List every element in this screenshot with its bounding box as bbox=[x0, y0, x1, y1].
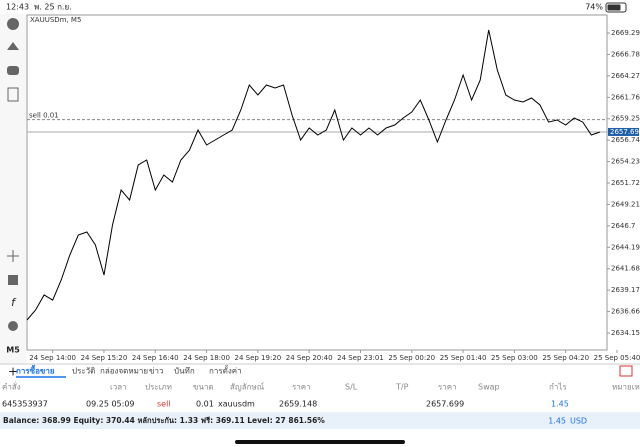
price-tag-label: 2657.699 bbox=[610, 128, 640, 136]
balance-icon[interactable] bbox=[619, 365, 633, 377]
tab[interactable]: การตั้งค่า bbox=[209, 365, 242, 376]
chart-frame bbox=[26, 14, 608, 351]
column-header: เวลา bbox=[110, 383, 127, 392]
x-tick-label: 25 Sep 05:40 bbox=[594, 354, 640, 362]
tab[interactable]: บันทึก bbox=[174, 367, 195, 376]
column-header: คำสั่ง bbox=[2, 381, 21, 392]
x-tick-label: 24 Sep 20:40 bbox=[286, 354, 333, 362]
add-chart-icon[interactable] bbox=[7, 87, 19, 102]
column-header: กำไร bbox=[549, 383, 567, 392]
table-cell: 2657.699 bbox=[426, 400, 464, 409]
column-header: สัญลักษณ์ bbox=[230, 382, 265, 392]
total-profit: 1.45 bbox=[548, 417, 566, 426]
y-tick-label: 2639.17 bbox=[611, 286, 640, 294]
account-summary: Balance: 368.99 Equity: 370.44 หลักประกั… bbox=[3, 416, 325, 425]
home-indicator bbox=[235, 440, 405, 444]
crosshair-icon[interactable] bbox=[7, 250, 19, 262]
x-tick-label: 25 Sep 03:00 bbox=[491, 354, 538, 362]
column-header: T/P bbox=[395, 383, 409, 392]
chart-title: XAUUSDm, M5 bbox=[30, 16, 81, 24]
x-tick-label: 24 Sep 15:20 bbox=[81, 354, 128, 362]
column-header: ประเภท bbox=[145, 383, 172, 392]
y-tick-label: 2661.76 bbox=[611, 93, 640, 101]
column-header: ราคา bbox=[292, 383, 311, 392]
y-tick-label: 2664.27 bbox=[611, 72, 640, 80]
column-header: ราคา bbox=[438, 383, 457, 392]
column-header: หมายเหตุ bbox=[612, 383, 640, 392]
y-tick-label: 2646.7 bbox=[611, 222, 636, 230]
status-time: 12:43 bbox=[6, 3, 29, 12]
table-cell: 0.01 bbox=[196, 400, 214, 409]
x-tick-label: 24 Sep 16:40 bbox=[132, 354, 179, 362]
y-tick-label: 2634.15 bbox=[611, 329, 640, 337]
y-tick-label: 2644.19 bbox=[611, 243, 640, 251]
tab[interactable]: ข่าว bbox=[149, 367, 163, 376]
account-icon[interactable] bbox=[7, 18, 19, 30]
tab[interactable]: การซื้อขาย bbox=[16, 365, 55, 376]
x-tick-label: 25 Sep 04:20 bbox=[542, 354, 589, 362]
timeframe-button[interactable]: M5 bbox=[6, 346, 20, 355]
column-header: Swap bbox=[478, 383, 500, 392]
battery-icon bbox=[605, 2, 627, 13]
y-tick-label: 2666.78 bbox=[611, 50, 640, 58]
y-tick-label: 2636.66 bbox=[611, 308, 640, 316]
currency: USD bbox=[570, 417, 587, 426]
x-tick-label: 25 Sep 00:20 bbox=[388, 354, 435, 362]
table-cell: 645353937 bbox=[2, 400, 48, 409]
table-cell: 2659.148 bbox=[279, 400, 317, 409]
x-tick-label: 24 Sep 18:00 bbox=[183, 354, 230, 362]
indicators-icon[interactable] bbox=[8, 275, 18, 285]
price-line-series bbox=[26, 29, 601, 321]
table-cell: 1.45 bbox=[551, 400, 569, 409]
y-tick-label: 2651.72 bbox=[611, 179, 640, 187]
y-tick-label: 2649.21 bbox=[611, 200, 640, 208]
table-cell: sell bbox=[157, 400, 171, 409]
x-tick-label: 24 Sep 19:20 bbox=[235, 354, 282, 362]
column-header: ขนาด bbox=[193, 383, 214, 392]
battery-fill bbox=[607, 4, 621, 11]
table-cell: 09.25 05:09 bbox=[86, 400, 135, 409]
add-button[interactable]: + bbox=[8, 365, 18, 379]
x-tick-label: 24 Sep 14:00 bbox=[29, 354, 76, 362]
x-tick-label: 25 Sep 01:40 bbox=[440, 354, 487, 362]
order-label: sell 0.01 bbox=[29, 112, 59, 120]
function-icon[interactable]: f bbox=[11, 296, 17, 309]
trade-icon[interactable] bbox=[7, 42, 19, 50]
y-tick-label: 2659.25 bbox=[611, 115, 640, 123]
summary-bar bbox=[0, 412, 640, 429]
y-tick-label: 2656.74 bbox=[611, 136, 640, 144]
table-cell: xauusdm bbox=[218, 400, 255, 409]
objects-icon[interactable] bbox=[8, 321, 18, 331]
y-tick-label: 2654.23 bbox=[611, 158, 640, 166]
x-tick-label: 24 Sep 23:01 bbox=[337, 354, 384, 362]
chat-icon[interactable] bbox=[7, 66, 19, 75]
y-tick-label: 2641.68 bbox=[611, 265, 640, 273]
price-tag bbox=[608, 127, 639, 136]
battery-level: 74% bbox=[585, 3, 603, 12]
y-tick-label: 2669.29 bbox=[611, 29, 640, 37]
status-date: พ. 25 ก.ย. bbox=[34, 3, 72, 12]
tab[interactable]: ประวัติ bbox=[72, 367, 95, 376]
column-header: S/L bbox=[345, 383, 358, 392]
tab[interactable]: กล่องจดหมาย bbox=[100, 367, 148, 376]
